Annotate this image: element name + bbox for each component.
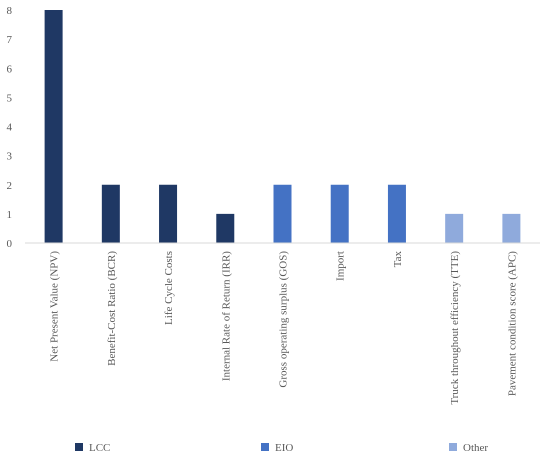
bar [159,184,178,243]
bar [273,184,292,243]
legend: LCC EIO Other [75,442,488,454]
legend-label: EIO [275,442,293,454]
y-tick-label: 5 [7,92,13,104]
x-tick-label: Net Present Value (NPV) [49,251,61,362]
bar [216,213,235,243]
legend-swatch [75,443,83,451]
y-tick-label: 3 [7,151,13,163]
x-tick-label: Import [335,251,347,281]
x-tick-label: Tax [392,251,404,268]
legend-swatch [449,443,457,451]
legend-swatch [261,443,269,451]
x-tick-label: Gross operating surplus (GOS) [278,251,290,388]
bar [445,213,464,243]
x-tick-label: Life Cycle Costs [163,251,175,325]
y-tick-label: 0 [7,238,13,250]
bar [101,184,120,243]
legend-label: Other [463,442,488,454]
x-axis-labels: Net Present Value (NPV) Benefit-Cost Rati… [49,251,519,405]
bar [502,213,521,243]
legend-label: LCC [89,442,110,454]
bar [44,10,63,243]
x-tick-label: Pavement condition score (APC) [506,251,518,396]
x-tick-label: Truck throughout efficiency (TTE) [449,251,461,405]
bar [330,184,349,243]
x-tick-label: Internal Rate of Return (IRR) [220,251,232,381]
bar [387,184,406,243]
y-tick-label: 4 [7,122,13,134]
y-tick-label: 6 [7,63,13,75]
y-tick-label: 8 [7,5,13,17]
y-tick-label: 2 [7,180,13,192]
y-tick-label: 1 [7,209,13,221]
y-tick-label: 7 [7,34,13,46]
y-axis: 0 1 2 3 4 5 6 7 8 [7,5,13,250]
bars [44,10,521,243]
x-tick-label: Benefit-Cost Ratio (BCR) [106,251,118,366]
